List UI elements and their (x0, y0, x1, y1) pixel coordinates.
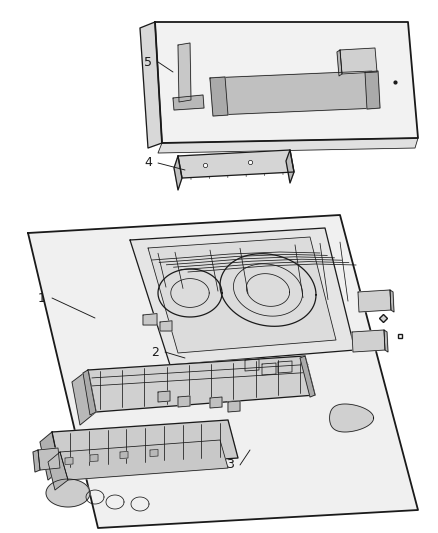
Polygon shape (173, 95, 204, 110)
Polygon shape (90, 455, 98, 462)
Polygon shape (365, 71, 380, 109)
Polygon shape (340, 48, 377, 74)
Polygon shape (210, 71, 378, 115)
Polygon shape (158, 138, 418, 153)
Polygon shape (155, 22, 418, 143)
Polygon shape (300, 356, 315, 397)
Polygon shape (72, 370, 96, 425)
Polygon shape (65, 457, 73, 464)
Polygon shape (278, 361, 292, 373)
Polygon shape (150, 449, 158, 456)
Polygon shape (178, 150, 294, 178)
Polygon shape (210, 77, 228, 116)
Polygon shape (245, 359, 259, 371)
Polygon shape (83, 370, 96, 415)
Polygon shape (178, 396, 190, 407)
Polygon shape (38, 448, 60, 470)
Polygon shape (358, 290, 391, 312)
Polygon shape (28, 215, 418, 528)
Polygon shape (88, 356, 315, 412)
Polygon shape (120, 451, 128, 458)
Polygon shape (143, 313, 157, 325)
Polygon shape (384, 330, 388, 352)
Text: 2: 2 (151, 345, 159, 359)
Polygon shape (228, 401, 240, 412)
Polygon shape (33, 450, 40, 472)
Polygon shape (210, 397, 222, 408)
Polygon shape (130, 228, 355, 365)
Polygon shape (174, 156, 182, 190)
Polygon shape (52, 420, 238, 470)
Polygon shape (330, 404, 374, 432)
Text: 3: 3 (226, 458, 234, 472)
Text: 5: 5 (144, 55, 152, 69)
Polygon shape (178, 43, 191, 102)
Polygon shape (158, 391, 170, 402)
Polygon shape (148, 237, 336, 353)
Polygon shape (40, 432, 60, 480)
Polygon shape (337, 50, 342, 76)
Polygon shape (140, 22, 162, 148)
Polygon shape (352, 330, 385, 352)
Polygon shape (48, 452, 68, 490)
Polygon shape (60, 440, 228, 480)
Text: 4: 4 (144, 157, 152, 169)
Polygon shape (160, 321, 172, 331)
Polygon shape (286, 150, 294, 183)
Polygon shape (262, 363, 276, 375)
Text: 1: 1 (38, 292, 46, 304)
Polygon shape (46, 479, 90, 507)
Polygon shape (390, 290, 394, 312)
